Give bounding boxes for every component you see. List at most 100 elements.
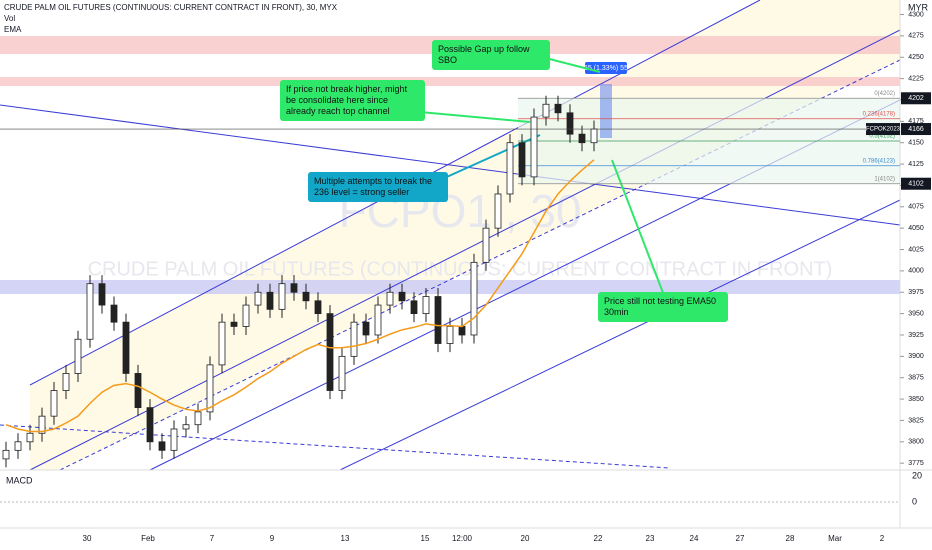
annotation: Multiple attempts to break the 236 level… [308, 172, 448, 202]
candle-body [434, 296, 442, 344]
trend-line [0, 104, 901, 226]
x-tick-label: 22 [594, 534, 603, 543]
indicator-label: EMA [4, 25, 22, 34]
y-tick-label: 3900 [908, 353, 924, 360]
price-badge-label: 4102 [908, 181, 924, 188]
candle-body [458, 326, 466, 336]
candle-body [374, 304, 382, 336]
candle-body [482, 227, 490, 263]
candle-body [566, 112, 574, 135]
candle-body [350, 321, 358, 357]
candle-body [26, 432, 34, 443]
candle-body [530, 116, 538, 178]
y-tick-label: 4225 [908, 75, 924, 82]
fib-label: 0.5(4152) [869, 134, 895, 140]
annotation: If price not break higher, might be cons… [280, 80, 425, 121]
candle-body [86, 283, 94, 340]
price-badge [901, 123, 931, 136]
y-tick-label: 4150 [908, 140, 924, 147]
macd-label: MACD [6, 475, 33, 485]
candle-body [398, 291, 406, 302]
supply-zone [0, 77, 900, 86]
candle-body [146, 407, 154, 443]
candle-body [50, 390, 58, 417]
price-badge-label: 4202 [908, 95, 924, 102]
y-tick-label: 4000 [908, 268, 924, 275]
candle-body [542, 103, 550, 118]
candle-body [206, 364, 214, 413]
candle-body [578, 133, 586, 144]
x-tick-label: 20 [521, 534, 530, 543]
y-tick-label: 4250 [908, 54, 924, 61]
indicator-label: Vol [4, 14, 16, 23]
x-tick-label: Feb [141, 534, 155, 543]
chart-title: CRUDE PALM OIL FUTURES (CONTINUOUS: CURR… [4, 3, 338, 12]
macd-tick: 20 [912, 470, 922, 480]
candle-body [554, 103, 562, 114]
ema-line [5, 159, 595, 433]
currency: MYR [908, 2, 929, 12]
support-zone [0, 280, 900, 294]
candle-body [326, 313, 334, 391]
candle-body [38, 415, 46, 434]
candle-body [170, 428, 178, 451]
measure-label: 55 (1.33%) 55 [584, 65, 628, 72]
candle-body [302, 291, 310, 302]
price-badge [901, 177, 931, 190]
x-tick-label: Mar [828, 534, 842, 543]
candle-body [590, 128, 598, 144]
price-badge [901, 92, 931, 105]
y-tick-label: 3825 [908, 417, 924, 424]
x-tick-label: 15 [421, 534, 430, 543]
x-tick-label: 30 [83, 534, 92, 543]
candle-body [98, 283, 106, 306]
fib-label: 0.786(4123) [863, 158, 895, 164]
y-tick-label: 3875 [908, 375, 924, 382]
candle-body [410, 300, 418, 315]
y-tick-label: 3925 [908, 332, 924, 339]
y-tick-label: 4025 [908, 246, 924, 253]
x-tick-label: 12:00 [452, 534, 473, 543]
candle-body [242, 304, 250, 327]
symbol-badge-label: FCPOK2023 [866, 127, 901, 133]
fib-label: 0(4202) [874, 91, 895, 97]
callout-pointer [611, 159, 666, 299]
candle-body [290, 283, 298, 293]
x-tick-label: 9 [270, 534, 275, 543]
x-tick-label: 7 [210, 534, 215, 543]
y-tick-label: 4075 [908, 204, 924, 211]
candle-body [158, 441, 166, 451]
candle-body [338, 355, 346, 391]
fib-label: 0.236(4178) [863, 111, 895, 117]
candle-body [194, 411, 202, 426]
y-tick-label: 4300 [908, 11, 924, 18]
candle-body [62, 373, 70, 391]
y-tick-label: 4125 [908, 161, 924, 168]
candle-body [254, 291, 262, 306]
x-tick-label: 23 [646, 534, 655, 543]
candle-body [506, 142, 514, 195]
candle-body [314, 300, 322, 315]
fib-label: 1(4102) [874, 176, 895, 182]
candle-body [278, 283, 286, 310]
y-tick-label: 4175 [908, 118, 924, 125]
y-tick-label: 3950 [908, 310, 924, 317]
y-tick-label: 3800 [908, 439, 924, 446]
candle-body [14, 441, 22, 451]
candle-body [386, 291, 394, 306]
x-tick-label: 2 [880, 534, 885, 543]
y-tick-label: 4275 [908, 33, 924, 40]
annotation: Possible Gap up follow SBO [432, 40, 550, 70]
y-tick-label: 3975 [908, 289, 924, 296]
x-tick-label: 28 [786, 534, 795, 543]
candle-body [218, 321, 226, 366]
macd-tick: 0 [912, 496, 917, 506]
candle-body [122, 321, 130, 374]
price-badge-label: 4166 [908, 126, 924, 133]
watermark-name: CRUDE PALM OIL FUTURES (CONTINUOUS: CURR… [88, 258, 833, 280]
candle-body [110, 304, 118, 323]
annotation: Price still not testing EMA50 30min [598, 292, 728, 322]
x-tick-label: 24 [690, 534, 699, 543]
candle-body [182, 424, 190, 430]
